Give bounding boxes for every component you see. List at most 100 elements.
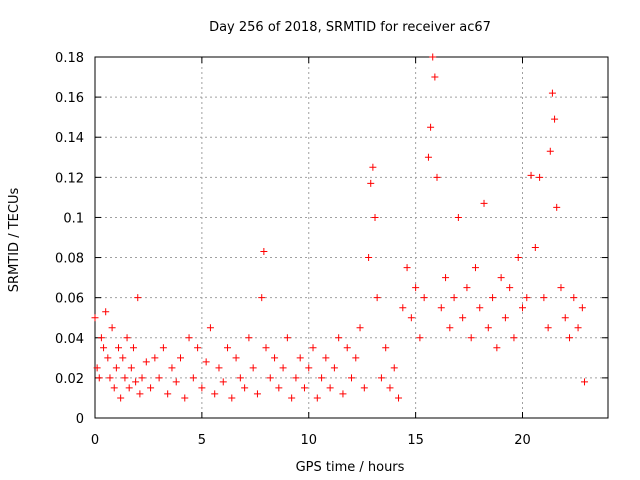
data-point [326, 384, 334, 392]
y-tick-label: 0.14 [55, 131, 84, 146]
data-point [442, 274, 450, 282]
data-point [194, 344, 202, 352]
data-point [106, 374, 114, 382]
data-point [544, 324, 552, 332]
data-point [322, 354, 330, 362]
data-point [365, 254, 373, 262]
data-point [348, 374, 355, 382]
data-point [480, 199, 488, 207]
data-point [102, 308, 110, 316]
data-point [260, 248, 268, 256]
data-point [168, 364, 176, 372]
data-point [367, 179, 375, 187]
data-point [95, 374, 103, 382]
data-point [97, 334, 105, 342]
y-tick-label: 0.1 [63, 211, 84, 226]
data-point [420, 294, 428, 302]
y-tick-label: 0.02 [55, 372, 84, 387]
data-point [489, 294, 497, 302]
data-point [339, 390, 347, 398]
data-point [390, 364, 398, 372]
data-point [343, 344, 351, 352]
data-point [467, 334, 475, 342]
data-point [283, 334, 291, 342]
data-point [275, 384, 283, 392]
data-point [309, 344, 317, 352]
data-point [202, 358, 210, 366]
y-tick-label: 0.16 [55, 91, 84, 106]
data-point [232, 354, 240, 362]
data-point [258, 294, 266, 302]
data-point [136, 390, 144, 398]
y-tick-label: 0.08 [55, 252, 84, 267]
data-point [253, 390, 261, 398]
data-point [127, 364, 135, 372]
data-point [108, 324, 116, 332]
data-point [437, 304, 445, 312]
data-point [123, 334, 131, 342]
data-point [407, 314, 415, 322]
data-point [476, 304, 484, 312]
data-point [510, 334, 518, 342]
chart-title: Day 256 of 2018, SRMTID for receiver ac6… [209, 20, 491, 35]
data-point [446, 324, 454, 332]
data-point [134, 294, 142, 302]
data-point [352, 354, 360, 362]
data-point [91, 314, 99, 322]
data-point [506, 284, 514, 292]
data-point [463, 284, 471, 292]
data-point [369, 163, 377, 171]
data-point [112, 364, 120, 372]
data-point [206, 324, 214, 332]
data-point [531, 244, 539, 252]
data-point [371, 213, 379, 221]
data-point [412, 284, 420, 292]
data-point [382, 344, 390, 352]
data-point [527, 171, 535, 179]
x-tick-label: 15 [407, 433, 424, 448]
data-point [561, 314, 569, 322]
data-point [557, 284, 565, 292]
data-point [132, 378, 140, 386]
data-point [386, 384, 394, 392]
data-point [181, 394, 189, 402]
data-point [574, 324, 582, 332]
data-point [429, 53, 437, 61]
data-point [185, 334, 193, 342]
data-point [330, 364, 338, 372]
data-point [300, 384, 308, 392]
data-point [215, 364, 223, 372]
data-point [566, 334, 574, 342]
data-point [288, 394, 296, 402]
data-point [236, 374, 244, 382]
grid [95, 57, 608, 418]
data-point [553, 203, 561, 211]
data-point [121, 374, 129, 382]
data-point [164, 390, 172, 398]
x-tick-label: 10 [300, 433, 317, 448]
data-point [100, 344, 108, 352]
data-point [93, 364, 101, 372]
data-point [403, 264, 411, 272]
data-point [211, 390, 219, 398]
data-point [459, 314, 467, 322]
data-point [570, 294, 578, 302]
data-point [271, 354, 279, 362]
data-point [198, 384, 206, 392]
x-axis-label: GPS time / hours [296, 460, 405, 475]
data-point [125, 384, 133, 392]
data-point [356, 324, 364, 332]
data-point [305, 364, 313, 372]
data-point [228, 394, 236, 402]
data-point [427, 123, 435, 131]
data-point [313, 394, 321, 402]
data-point [501, 314, 509, 322]
x-tick-label: 5 [198, 433, 206, 448]
data-point [424, 153, 432, 161]
data-point [142, 358, 150, 366]
y-tick-label: 0.18 [55, 51, 84, 66]
data-point [110, 384, 118, 392]
data-point [546, 147, 554, 155]
data-point [433, 173, 441, 181]
